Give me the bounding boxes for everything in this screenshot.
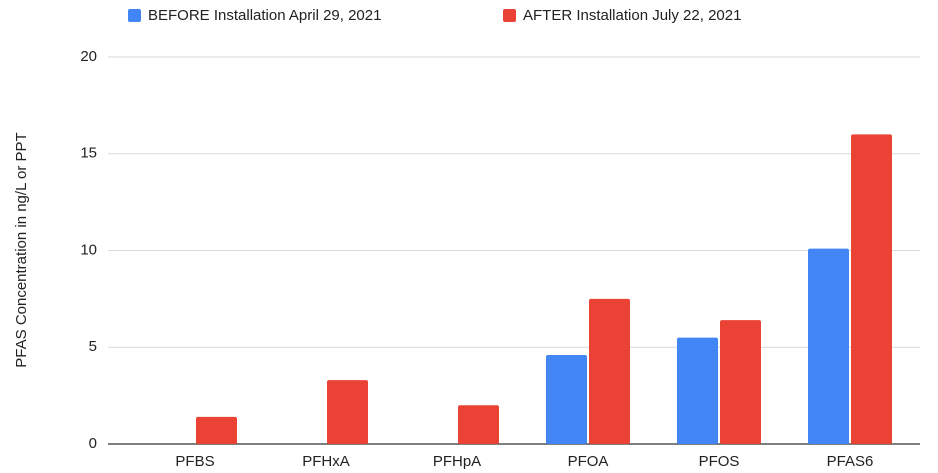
- legend-swatch: [128, 9, 141, 22]
- bar: [677, 337, 718, 444]
- x-tick-label: PFOS: [699, 453, 740, 470]
- legend-swatch: [503, 9, 516, 22]
- bar: [196, 416, 237, 444]
- x-tick-label: PFOA: [568, 453, 609, 470]
- x-tick-label: PFHxA: [302, 453, 350, 470]
- y-tick-label: 10: [80, 241, 97, 258]
- y-tick-label: 5: [89, 338, 97, 355]
- x-tick-label: PFBS: [175, 453, 214, 470]
- y-axis-label: PFAS Concentration in ng/L or PPT: [13, 132, 30, 367]
- legend-label: BEFORE Installation April 29, 2021: [148, 7, 381, 24]
- y-tick-label: 20: [80, 48, 97, 65]
- bar: [808, 248, 849, 444]
- bar: [851, 134, 892, 444]
- x-tick-label: PFAS6: [827, 453, 874, 470]
- bar: [458, 405, 499, 444]
- y-tick-label: 0: [89, 435, 97, 452]
- x-tick-label: PFHpA: [433, 453, 481, 470]
- bar: [589, 298, 630, 444]
- y-tick-label: 15: [80, 145, 97, 162]
- legend-label: AFTER Installation July 22, 2021: [523, 7, 741, 24]
- bar: [720, 320, 761, 444]
- bar: [327, 380, 368, 444]
- bar: [546, 354, 587, 444]
